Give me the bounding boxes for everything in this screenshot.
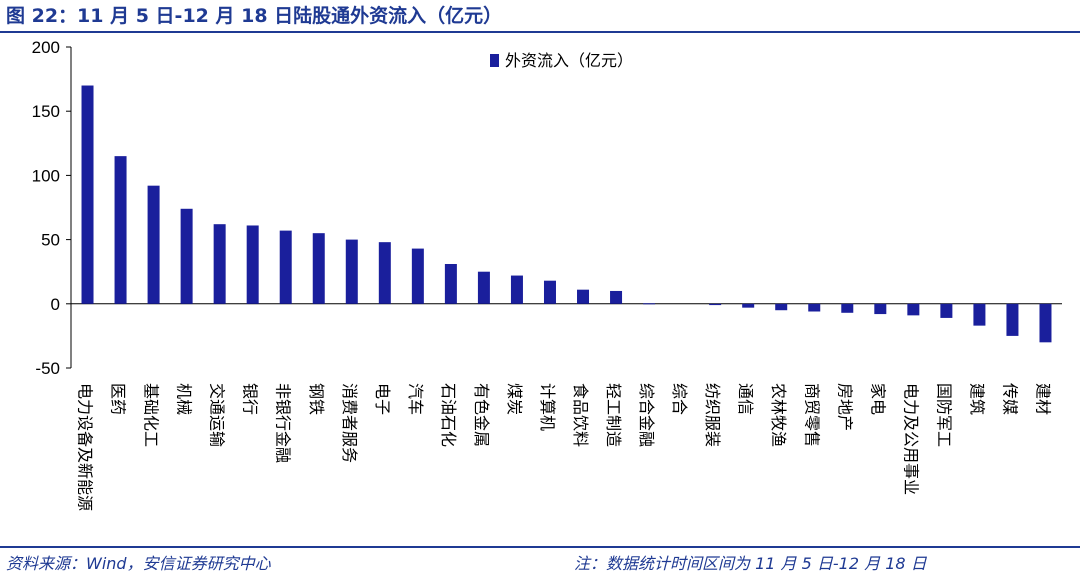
bar: [874, 303, 887, 315]
x-tick-label: 电子: [373, 383, 392, 415]
chart-legend: 外资流入（亿元）: [490, 51, 633, 70]
period-note: 注：数据统计时间区间为 11 月 5 日-12 月 18 日: [574, 554, 927, 573]
x-tick-label: 电力设备及新能源: [76, 383, 95, 511]
bar: [775, 303, 788, 311]
bar: [907, 303, 920, 316]
bar: [81, 85, 94, 304]
legend-label: 外资流入（亿元）: [505, 51, 633, 70]
bar: [973, 303, 986, 326]
y-tick-label: -50: [35, 359, 60, 378]
x-tick-label: 基础化工: [142, 383, 161, 447]
y-tick-label: 100: [32, 166, 60, 185]
bar: [180, 208, 193, 304]
x-tick-label: 综合金融: [637, 383, 656, 447]
x-tick-label: 交通运输: [208, 383, 227, 447]
title-rule: [0, 31, 1080, 33]
y-tick-label: 150: [32, 102, 60, 121]
bar: [279, 230, 292, 304]
y-tick-label: 50: [41, 231, 60, 250]
x-tick-label: 国防军工: [934, 383, 953, 447]
x-tick-label: 钢铁: [307, 383, 326, 415]
x-tick-label: 计算机: [538, 383, 557, 431]
bar: [742, 303, 755, 308]
bar: [940, 303, 953, 318]
bar: [114, 156, 127, 304]
x-tick-label: 房地产: [835, 383, 854, 431]
bar: [643, 303, 656, 305]
x-tick-label: 纺织服装: [703, 383, 722, 447]
bar: [477, 271, 490, 304]
x-tick-label: 通信: [736, 383, 755, 415]
x-tick-label: 轻工制造: [604, 383, 623, 447]
bar: [147, 185, 160, 304]
bar: [411, 248, 424, 304]
bar: [510, 275, 523, 304]
bar: [345, 239, 358, 304]
bar: [577, 289, 590, 304]
bar: [610, 290, 623, 304]
x-tick-label: 商贸零售: [802, 383, 821, 447]
x-tick-label: 煤炭: [505, 383, 524, 415]
figure-title: 图 22：11 月 5 日-12 月 18 日陆股通外资流入（亿元）: [6, 5, 503, 27]
x-tick-label: 电力及公用事业: [901, 383, 920, 495]
x-tick-label: 农林牧渔: [769, 383, 788, 447]
x-tick-label: 非银行金融: [274, 383, 293, 463]
x-tick-label: 家电: [868, 383, 887, 415]
bar: [246, 225, 259, 304]
legend-swatch: [490, 54, 499, 67]
source-note: 资料来源：Wind，安信证券研究中心: [6, 554, 271, 573]
bar: [1039, 303, 1052, 343]
x-tick-label: 汽车: [406, 383, 425, 415]
x-tick-label: 建材: [1033, 383, 1052, 415]
x-tick-label: 建筑: [967, 383, 986, 415]
y-tick-label: 0: [51, 295, 60, 314]
bar: [1006, 303, 1019, 336]
footer-rule: [0, 546, 1080, 548]
x-tick-label: 机械: [175, 383, 194, 415]
bar: [213, 224, 226, 304]
bar-chart: 外资流入（亿元） -50 0 50 100 150 200 电力设备及新能源 医药 基础化工机…: [32, 38, 1062, 511]
bar: [543, 280, 556, 304]
bar: [808, 303, 821, 312]
x-tick-label: 综合: [670, 383, 689, 415]
x-tick-label: 石油石化: [439, 383, 458, 447]
bar: [444, 263, 457, 304]
x-tick-label: 传媒: [1000, 383, 1019, 415]
x-tick-label: 医药: [109, 383, 128, 415]
x-tick-label: 银行: [241, 383, 260, 415]
y-tick-label: 200: [32, 38, 60, 57]
bar: [312, 233, 325, 304]
bar: [378, 242, 391, 304]
bar: [709, 303, 722, 306]
bar: [841, 303, 854, 313]
x-tick-label: 食品饮料: [571, 383, 590, 447]
x-tick-label: 有色金属: [472, 383, 491, 447]
x-tick-label: 消费者服务: [340, 383, 359, 463]
